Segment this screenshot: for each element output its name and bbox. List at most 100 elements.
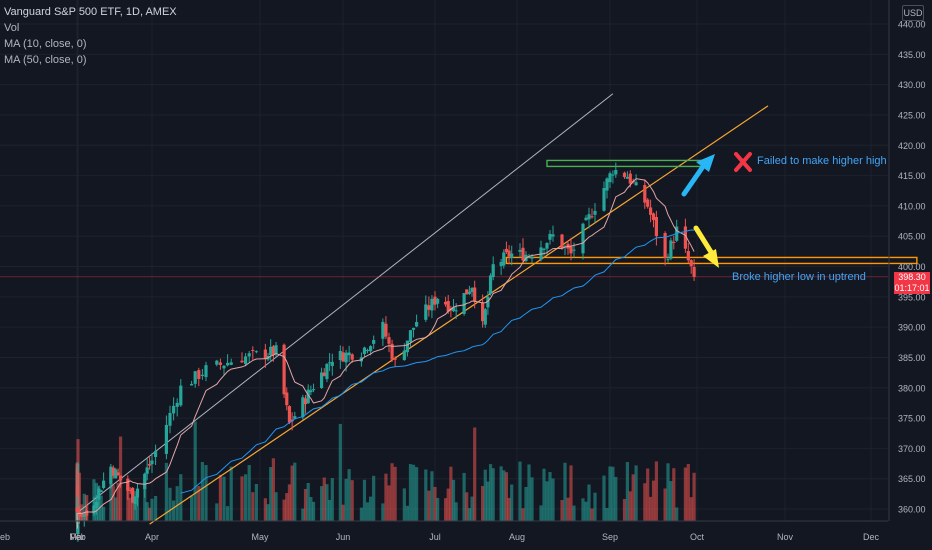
volume-bar: [99, 495, 103, 521]
volume-bar: [150, 498, 154, 521]
candle-body: [605, 178, 609, 191]
volume-bar: [282, 499, 286, 521]
candle-body: [611, 174, 615, 176]
candle-body: [229, 362, 233, 365]
candle-body: [325, 363, 329, 380]
volume-bar: [581, 498, 585, 521]
candle-body: [587, 214, 591, 220]
candle-body: [473, 287, 477, 302]
candle-body: [634, 182, 638, 186]
candle-body: [365, 350, 370, 352]
candle-body: [350, 354, 354, 360]
volume-bar: [338, 423, 342, 521]
candle-body: [82, 513, 86, 518]
candle-body: [384, 323, 388, 337]
y-tick-label: 420.00: [898, 141, 926, 151]
volume-bar: [692, 472, 696, 521]
volume-bar: [473, 427, 477, 521]
candle-body: [338, 350, 342, 361]
volume-bar: [488, 464, 493, 521]
volume-bar: [271, 458, 275, 521]
volume-bar: [190, 495, 194, 521]
x-tick-label: Mar: [69, 532, 85, 542]
volume-bar: [325, 484, 329, 521]
y-tick-label: 435.00: [898, 50, 926, 60]
volume-bar: [393, 466, 397, 521]
candle-body: [80, 513, 84, 517]
candle-body: [306, 389, 310, 404]
candle-body: [263, 349, 267, 359]
volume-bar: [77, 472, 82, 521]
volume-bar: [608, 466, 612, 521]
candle-body: [411, 327, 416, 330]
volume-bar: [263, 498, 267, 521]
candle-body: [430, 298, 434, 311]
volume-bar: [454, 502, 458, 521]
volume-bar: [244, 474, 248, 521]
candle-body: [285, 392, 289, 406]
candle-body: [451, 307, 456, 312]
volume-bar: [605, 507, 609, 521]
legend-title[interactable]: Vanguard S&P 500 ETF, 1D, AMEX: [4, 6, 177, 18]
candle-body: [433, 296, 437, 305]
currency-badge[interactable]: USD: [902, 5, 924, 21]
candle-body: [590, 216, 594, 218]
x-tick-label: Jul: [429, 532, 441, 542]
legend-ma10[interactable]: MA (10, close, 0): [4, 38, 87, 50]
x-tick-label: Dec: [863, 532, 880, 542]
volume-bar: [430, 471, 434, 521]
volume-bar: [611, 466, 615, 521]
volume-bar: [625, 462, 629, 521]
candle-body: [244, 356, 248, 365]
volume-bar: [572, 505, 576, 521]
candle-body: [507, 250, 511, 257]
volume-bar: [560, 499, 564, 521]
volume-bar: [614, 476, 618, 521]
candle-body: [154, 450, 158, 457]
candle-body: [454, 310, 458, 312]
trend-line: [149, 105, 769, 525]
volume-bar: [311, 501, 316, 521]
x-tick-label: Apr: [145, 532, 159, 542]
candle-body: [462, 293, 466, 314]
candle-body: [654, 216, 658, 237]
volume-bar: [197, 486, 201, 521]
candle-body: [415, 322, 419, 327]
volume-bar: [593, 492, 597, 521]
candle-body: [499, 261, 503, 267]
volume-bar: [306, 482, 310, 521]
candle-body: [387, 337, 391, 344]
candle-body: [347, 352, 351, 356]
volume-bar: [443, 498, 448, 521]
volume-bar: [143, 479, 147, 521]
volume-bar: [524, 486, 528, 521]
volume-bar: [669, 481, 673, 521]
volume-bar: [80, 504, 84, 521]
candle-body: [530, 256, 534, 259]
volume-bar: [646, 468, 650, 521]
legend-ma50[interactable]: MA (50, close, 0): [4, 54, 87, 66]
candle-body: [646, 199, 650, 207]
volume-bar: [75, 463, 79, 521]
x-tick-label: May: [251, 532, 269, 542]
candle-body: [465, 289, 469, 295]
candle-body: [614, 169, 618, 175]
candle-body: [116, 472, 120, 476]
candle-body: [109, 466, 113, 484]
candle-body: [143, 473, 147, 490]
volume-bar: [675, 507, 679, 521]
volume-bar: [111, 485, 115, 521]
candle-body: [319, 372, 324, 388]
volume-bar: [341, 504, 345, 521]
volume-bar: [168, 487, 172, 521]
candle-body: [77, 512, 82, 517]
candle-body: [402, 350, 406, 361]
x-tick-label: Aug: [509, 532, 525, 542]
volume-bar: [402, 488, 406, 521]
note-higher-low: Broke higher low in uptrend: [732, 271, 866, 283]
note-higher-high: Failed to make higher high: [757, 155, 887, 167]
legend-vol[interactable]: Vol: [4, 22, 20, 34]
volume-bar: [651, 480, 656, 521]
candle-body: [118, 475, 123, 481]
